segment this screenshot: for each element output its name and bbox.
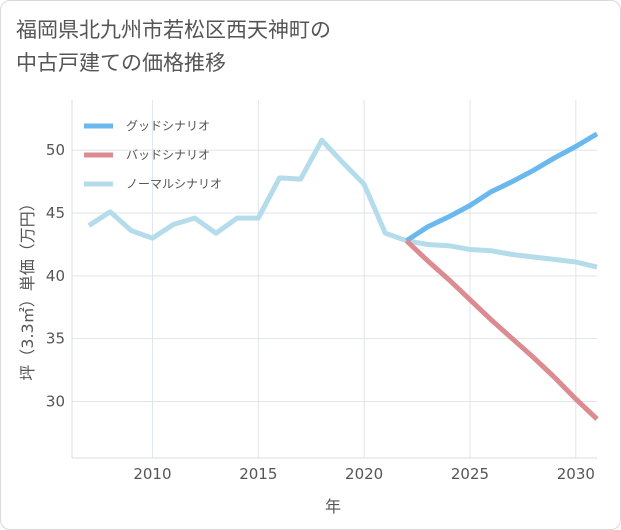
- y-tick-label: 35: [46, 330, 65, 348]
- grid: [72, 100, 597, 458]
- series-line-0: [405, 131, 599, 243]
- series-line-1: [404, 238, 599, 421]
- chart-title-line-1: 福岡県北九州市若松区西天神町の: [16, 18, 331, 42]
- chart-title: 福岡県北九州市若松区西天神町の 中古戸建ての価格推移: [16, 14, 436, 80]
- x-tick-label: 2015: [239, 465, 277, 483]
- x-axis-title: 年: [325, 497, 341, 516]
- series-lines: [87, 131, 599, 421]
- y-tick-label: 50: [46, 141, 65, 159]
- y-tick-label: 40: [46, 267, 65, 285]
- legend-label-1: バッドシナリオ: [126, 148, 210, 162]
- y-tick-label: 30: [46, 392, 65, 410]
- chart-title-line-2: 中古戸建ての価格推移: [16, 51, 226, 75]
- y-axis-title: 坪（3.3㎡）単価（万円）: [18, 195, 37, 380]
- x-tick-label: 2010: [133, 465, 171, 483]
- x-tick-label: 2025: [451, 465, 489, 483]
- legend-label-0: グッドシナリオ: [126, 119, 210, 133]
- y-tick-label: 45: [46, 204, 65, 222]
- series-line-2: [87, 137, 598, 270]
- legend-label-2: ノーマルシナリオ: [126, 177, 222, 191]
- x-tick-label: 2020: [345, 465, 383, 483]
- axes: 2010 2015 2020 2025 2030 30 35 40 45 50: [46, 100, 597, 483]
- x-tick-label: 2030: [557, 465, 595, 483]
